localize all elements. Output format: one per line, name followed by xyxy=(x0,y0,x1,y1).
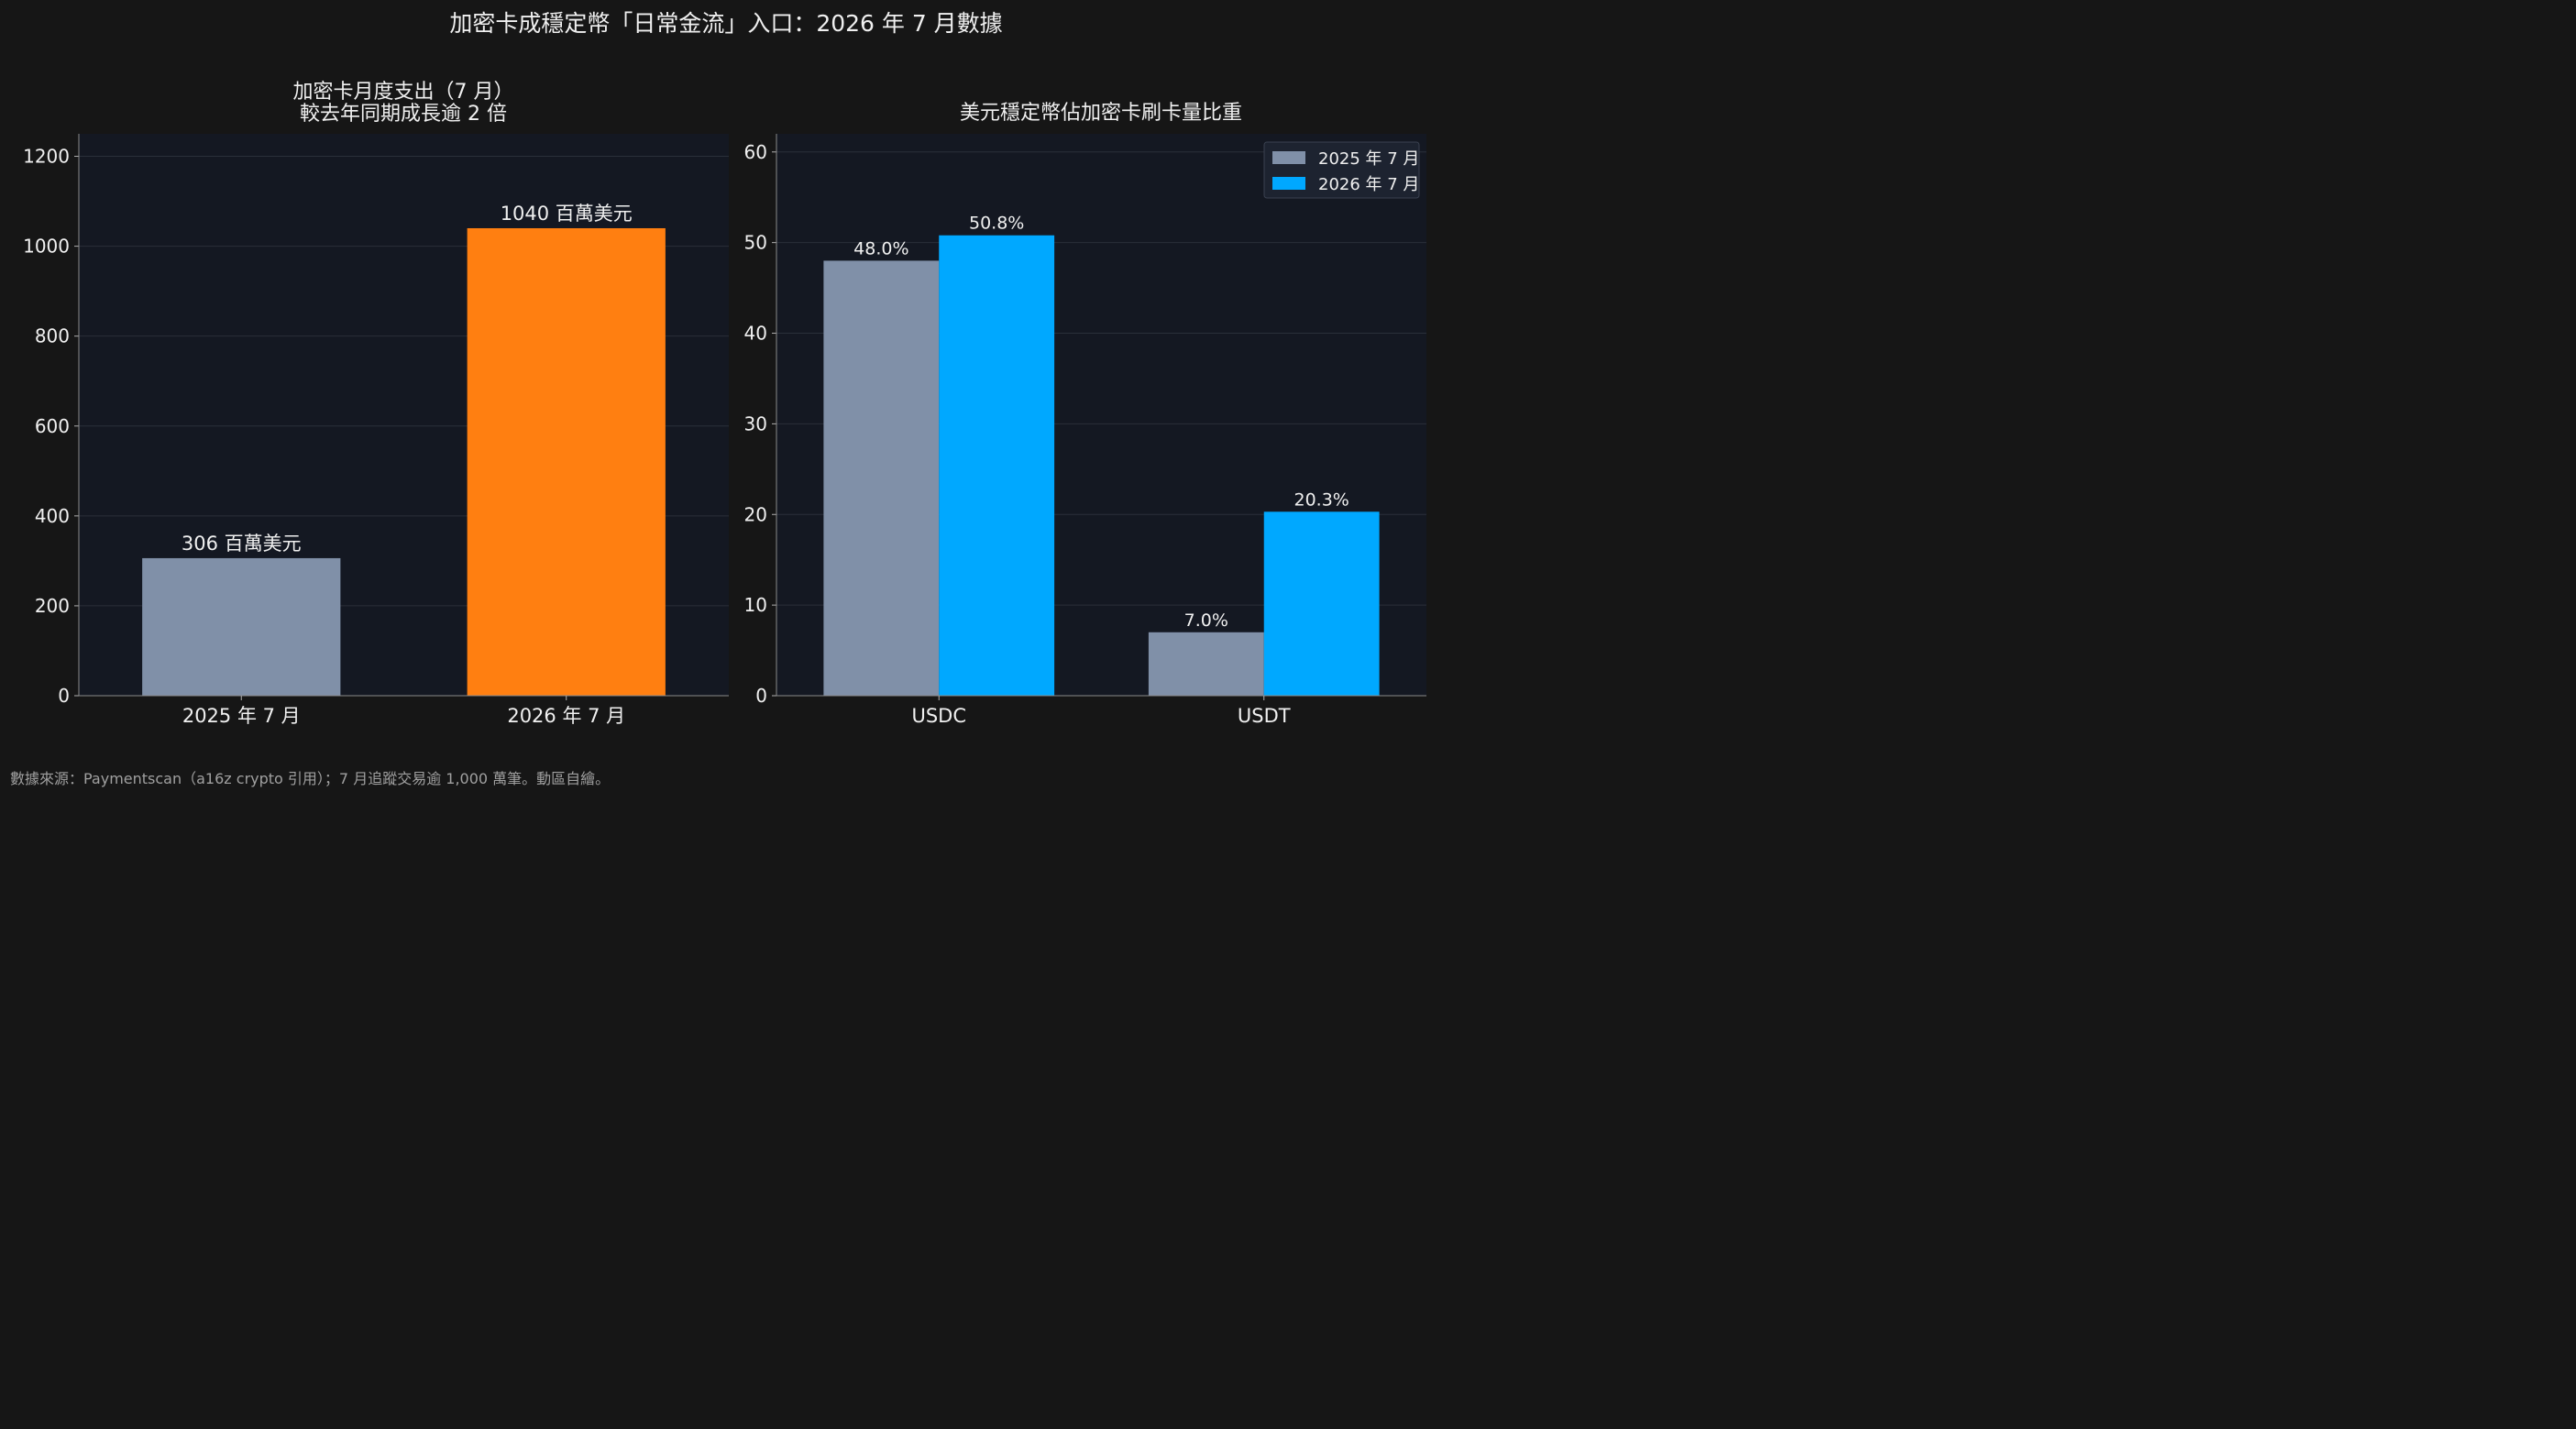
y-tick-label: 10 xyxy=(744,594,767,616)
y-tick-label: 60 xyxy=(744,141,767,163)
left-bars: 306 百萬美元 1040 百萬美元 xyxy=(142,203,666,696)
left-chart-title-line2: 較去年同期成長逾 2 倍 xyxy=(300,103,507,126)
bar xyxy=(939,235,1055,696)
figure-title: 加密卡成穩定幣「日常金流」入口：2026 年 7 月數據 xyxy=(449,10,1002,37)
bar xyxy=(1263,511,1380,696)
y-tick-label: 20 xyxy=(744,503,767,525)
y-tick-label: 800 xyxy=(35,325,70,347)
left-axes: 0 200 400 600 800 1000 1200 2025 年 7 月 2026 年 7 … xyxy=(23,134,729,727)
y-tick-label: 0 xyxy=(755,685,767,707)
y-tick-label: 200 xyxy=(35,595,70,617)
x-tick-label: USDT xyxy=(1238,705,1291,727)
y-tick-label: 0 xyxy=(58,685,70,707)
left-chart-title-line1: 加密卡月度支出（7 月） xyxy=(293,81,514,104)
y-tick-label: 400 xyxy=(35,505,70,527)
bar-value-label: 7.0% xyxy=(1184,610,1228,631)
bar xyxy=(823,260,940,696)
y-tick-label: 40 xyxy=(744,323,767,345)
x-tick-label: 2026 年 7 月 xyxy=(507,705,625,727)
y-tick-label: 600 xyxy=(35,415,70,437)
bar-value-label: 50.8% xyxy=(969,214,1024,234)
chart-left: 加密卡月度支出（7 月） 較去年同期成長逾 2 倍 306 百萬美元 1040 百… xyxy=(23,81,729,727)
legend: 2025 年 7 月 2026 年 7 月 xyxy=(1263,141,1420,199)
x-tick-label: 2025 年 7 月 xyxy=(182,705,301,727)
legend-swatch-2026 xyxy=(1272,177,1305,190)
y-tick-label: 30 xyxy=(744,412,767,434)
y-tick-label: 1000 xyxy=(23,236,70,258)
footnote: 數據來源：Paymentscan（a16z crypto 引用）；7 月追蹤交易… xyxy=(10,770,610,787)
x-tick-label: USDC xyxy=(911,705,966,727)
right-bars: 48.0% 50.8% 7.0% 20.3% xyxy=(823,214,1380,696)
y-tick-label: 50 xyxy=(744,232,767,254)
right-chart-title: 美元穩定幣佔加密卡刷卡量比重 xyxy=(960,102,1242,125)
bar-value-label: 20.3% xyxy=(1294,489,1349,510)
legend-label-2026: 2026 年 7 月 xyxy=(1318,175,1419,194)
bar-value-label: 48.0% xyxy=(853,238,908,258)
bar xyxy=(467,227,666,696)
chart-right: 美元穩定幣佔加密卡刷卡量比重 48.0% 50.8% 7.0% 20.3% 0 10 20… xyxy=(744,102,1426,727)
legend-label-2025: 2025 年 7 月 xyxy=(1318,149,1419,169)
legend-swatch-2025 xyxy=(1272,151,1305,164)
bar-value-label: 306 百萬美元 xyxy=(182,533,302,555)
bar xyxy=(142,557,341,696)
right-axes: 0 10 20 30 40 50 60 USDC USDT xyxy=(744,134,1426,727)
figure: 加密卡成穩定幣「日常金流」入口：2026 年 7 月數據 加密卡月度支出（7 月… xyxy=(10,10,1426,787)
y-tick-label: 1200 xyxy=(23,146,70,168)
bar-value-label: 1040 百萬美元 xyxy=(501,203,633,225)
bar xyxy=(1148,632,1264,696)
